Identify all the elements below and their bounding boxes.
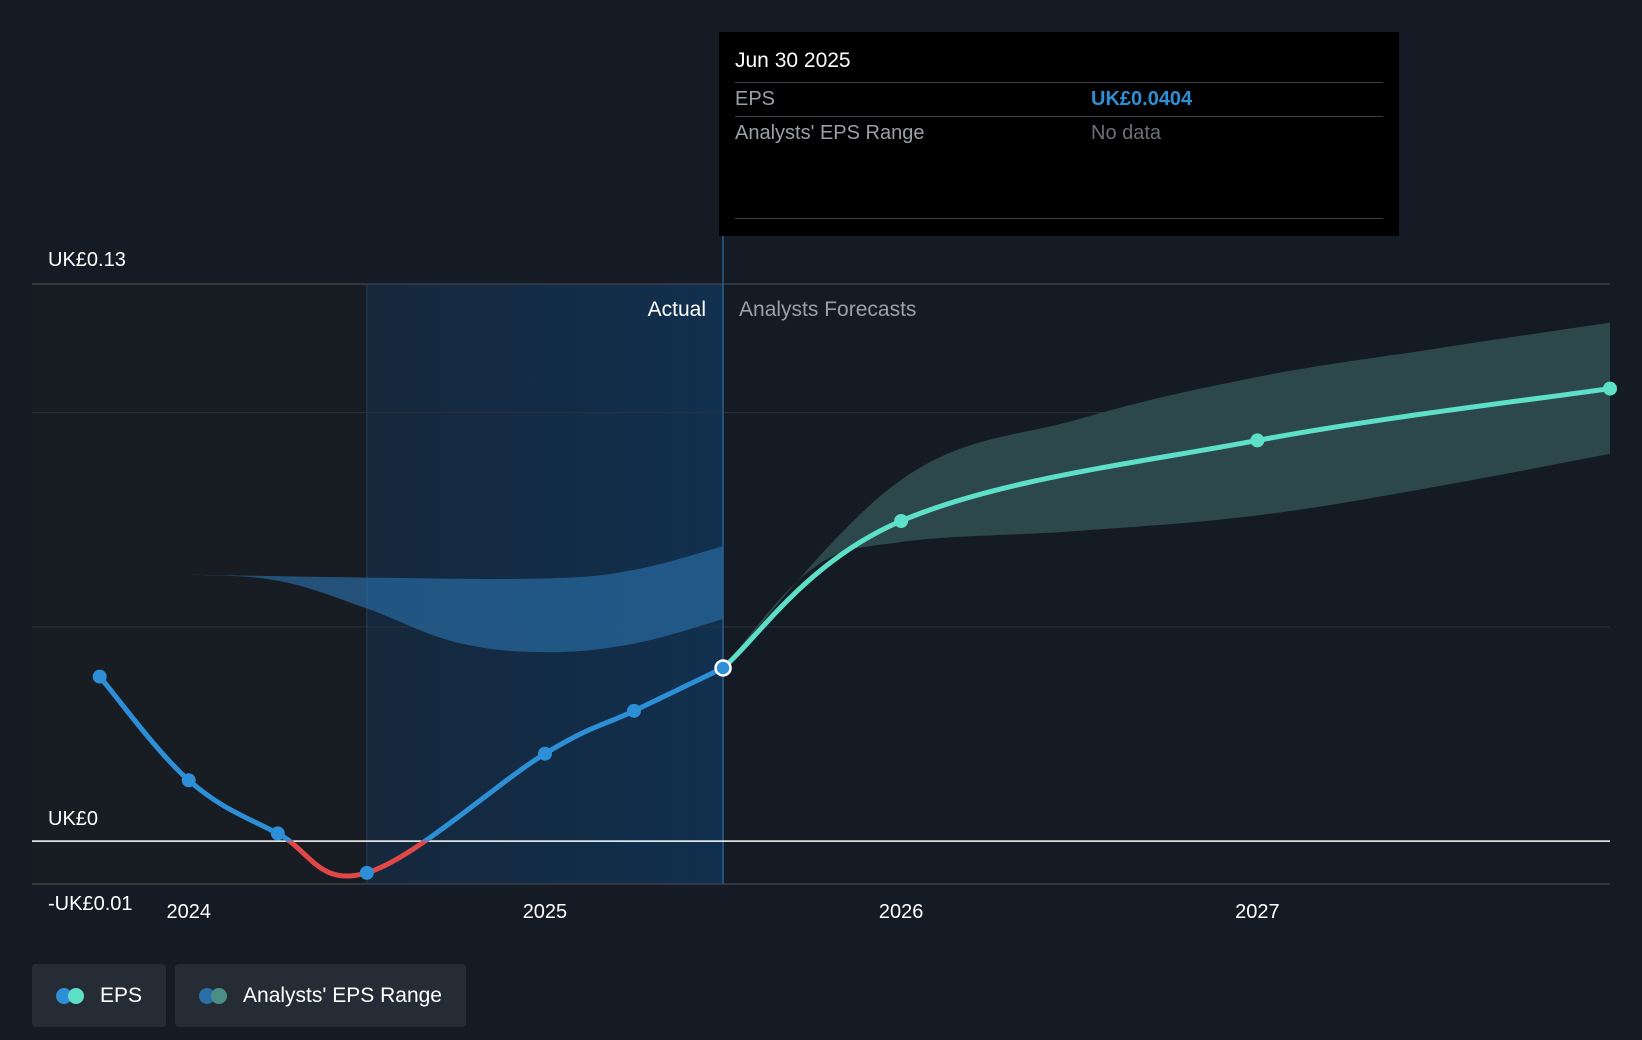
eps-legend-icon	[56, 987, 86, 1004]
eps-forecast-point-1	[894, 514, 909, 528]
eps-forecast-line	[720, 386, 1613, 671]
analyst-range-forecast-band	[723, 322, 1610, 668]
eps-highlight-point	[714, 659, 732, 677]
tooltip-range-key: Analysts' EPS Range	[735, 122, 925, 144]
eps-actual-point-4	[537, 746, 552, 761]
tooltip: Jun 30 2025 EPS UK£0.0404 Analysts' EPS …	[719, 32, 1399, 236]
eps-actual-point-0	[92, 669, 107, 684]
eps-actual-point-2	[270, 826, 285, 841]
eps-actual-point-1	[181, 773, 196, 788]
range-legend-icon	[199, 987, 229, 1004]
eps-actual-point-3	[359, 865, 374, 880]
legend-range-label: Analysts' EPS Range	[243, 983, 442, 1007]
legend-item-eps[interactable]: EPS	[32, 964, 167, 1027]
x-tick-label-1: 2025	[523, 901, 568, 923]
tooltip-date: Jun 30 2025	[735, 49, 851, 72]
x-tick-label-0: 2024	[166, 901, 211, 923]
tooltip-eps-value: UK£0.0404	[1091, 88, 1193, 110]
x-tick-label-3: 2027	[1235, 901, 1280, 923]
actual-region-label: Actual	[648, 298, 706, 321]
y-tick-label-1: UK£0	[48, 808, 98, 830]
x-tick-label-2: 2026	[879, 901, 924, 923]
legend-eps-label: EPS	[100, 983, 143, 1007]
eps-legend-dot-forecast	[68, 987, 84, 1004]
tooltip-range-value: No data	[1091, 122, 1162, 144]
range-legend-dot-forecast	[211, 987, 228, 1004]
tooltip-divider	[735, 218, 1383, 219]
eps-forecast-point-3	[1603, 381, 1617, 396]
y-tick-label-0: UK£0.13	[48, 249, 126, 271]
legend-item-range[interactable]: Analysts' EPS Range	[175, 964, 466, 1027]
analyst-range-past-band	[188, 546, 724, 653]
tooltip-eps-key: EPS	[735, 88, 776, 110]
forecast-region-label: Analysts Forecasts	[739, 298, 916, 321]
legend: EPS Analysts' EPS Range	[32, 964, 466, 1027]
tooltip-row-range: Analysts' EPS Range No data	[735, 116, 1383, 150]
y-tick-label-2: -UK£0.01	[48, 893, 133, 915]
tooltip-row-eps: EPS UK£0.0404	[735, 82, 1383, 116]
eps-forecast-point-2	[1250, 433, 1265, 448]
eps-actual-point-5	[626, 703, 641, 718]
